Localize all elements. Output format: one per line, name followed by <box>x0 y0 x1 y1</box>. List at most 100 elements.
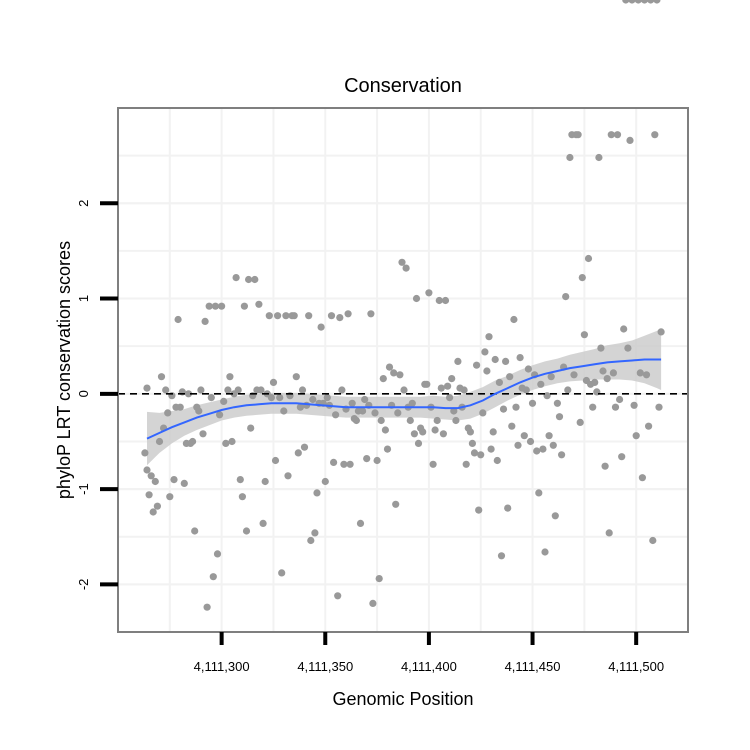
data-point <box>381 426 389 434</box>
data-point <box>205 302 213 310</box>
data-point <box>147 472 155 480</box>
data-point <box>220 397 228 405</box>
data-point <box>251 275 259 284</box>
data-point <box>470 449 479 457</box>
data-point <box>238 493 246 501</box>
data-point <box>234 386 242 394</box>
data-point <box>439 430 447 438</box>
data-point <box>564 386 572 394</box>
data-point <box>369 599 377 608</box>
data-point <box>553 399 562 407</box>
data-point <box>334 592 342 600</box>
data-point <box>479 409 487 417</box>
data-point <box>649 536 657 545</box>
data-point <box>495 378 503 386</box>
data-point <box>462 460 470 468</box>
data-point <box>537 380 545 388</box>
y-tick-label: 2 <box>76 200 91 207</box>
data-point <box>653 0 661 4</box>
data-point <box>406 416 414 425</box>
data-point <box>261 477 269 486</box>
data-point <box>508 422 516 430</box>
data-point <box>533 447 541 455</box>
data-point <box>460 386 468 394</box>
data-point <box>354 407 362 415</box>
smooth-trend-line <box>146 358 662 440</box>
data-point <box>361 395 369 404</box>
data-point <box>452 416 460 425</box>
data-point <box>317 323 325 331</box>
data-point <box>512 403 520 411</box>
data-point <box>265 312 273 320</box>
data-point <box>642 371 651 379</box>
data-point <box>547 373 555 381</box>
data-point <box>454 357 462 365</box>
data-point <box>348 399 356 407</box>
data-point <box>166 493 174 501</box>
data-point <box>589 403 597 411</box>
data-point <box>232 274 240 282</box>
data-point <box>437 384 445 392</box>
x-tick-label: 4,111,450 <box>505 659 561 674</box>
data-point <box>222 439 230 447</box>
data-point <box>473 361 481 369</box>
data-point <box>487 445 495 453</box>
data-point <box>352 416 360 425</box>
data-point <box>578 274 586 282</box>
data-point <box>657 328 665 336</box>
data-point <box>228 437 236 446</box>
plot-panel <box>117 0 689 633</box>
data-point <box>493 456 501 465</box>
data-point <box>414 439 423 447</box>
data-point <box>475 506 483 514</box>
data-point <box>541 548 549 556</box>
data-point <box>597 344 605 352</box>
data-point <box>429 460 437 468</box>
data-point <box>417 424 425 432</box>
data-point <box>172 403 180 411</box>
data-point <box>402 264 410 272</box>
data-point <box>528 399 537 407</box>
data-point <box>645 422 653 430</box>
data-point <box>143 466 151 474</box>
data-point <box>153 502 161 510</box>
data-point <box>367 310 375 318</box>
data-point <box>620 325 628 333</box>
data-point <box>392 500 400 508</box>
data-point <box>632 432 640 440</box>
x-tick-label: 4,111,350 <box>297 659 353 674</box>
data-point <box>562 293 570 301</box>
data-point <box>145 491 153 499</box>
data-point <box>524 365 533 373</box>
data-point <box>491 355 499 364</box>
data-point <box>431 426 439 434</box>
data-point <box>259 519 267 528</box>
data-point <box>363 455 371 463</box>
data-point <box>240 302 248 310</box>
data-point <box>468 439 476 447</box>
data-point <box>300 443 309 451</box>
data-point <box>628 0 636 4</box>
data-point <box>446 394 454 402</box>
data-point <box>510 315 518 324</box>
data-point <box>448 375 456 383</box>
data-point <box>216 411 224 419</box>
data-point <box>640 0 649 4</box>
data-point <box>603 375 611 383</box>
data-point <box>566 153 574 162</box>
data-point <box>213 550 222 558</box>
data-point <box>375 575 383 583</box>
data-point <box>410 430 418 438</box>
data-point <box>155 437 164 446</box>
data-point <box>636 369 644 377</box>
data-point <box>634 0 642 4</box>
data-point <box>398 258 406 266</box>
data-point <box>555 413 564 421</box>
data-point <box>336 314 344 322</box>
data-point <box>379 375 387 383</box>
data-point <box>616 395 624 404</box>
data-point <box>255 300 263 308</box>
data-point <box>197 386 205 394</box>
data-point <box>622 0 630 4</box>
